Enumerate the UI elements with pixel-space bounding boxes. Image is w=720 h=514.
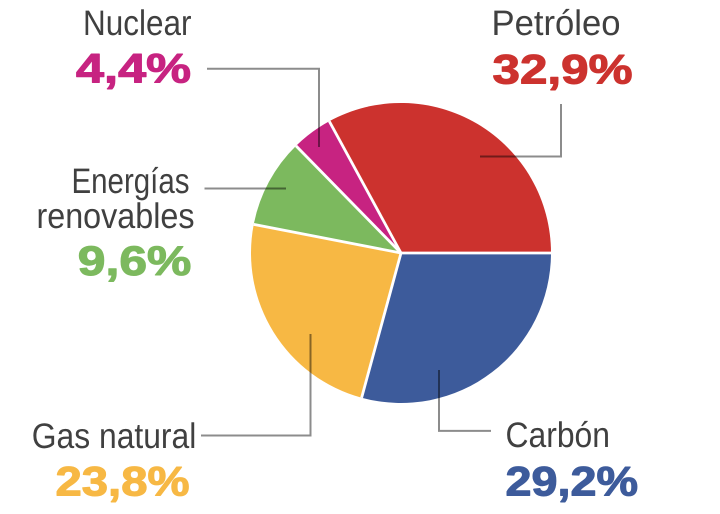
svg-text:Gas natural: Gas natural [32,416,197,456]
svg-text:Carbón: Carbón [506,415,611,455]
svg-text:Nuclear: Nuclear [83,3,192,43]
svg-text:23,8%: 23,8% [56,458,190,504]
svg-text:renovables: renovables [37,196,195,236]
svg-text:9,6%: 9,6% [78,238,192,284]
svg-text:Energías: Energías [72,161,190,201]
svg-text:Petróleo: Petróleo [492,3,621,43]
svg-text:32,9%: 32,9% [493,46,633,92]
svg-text:29,2%: 29,2% [506,458,639,504]
svg-text:4,4%: 4,4% [76,46,191,92]
